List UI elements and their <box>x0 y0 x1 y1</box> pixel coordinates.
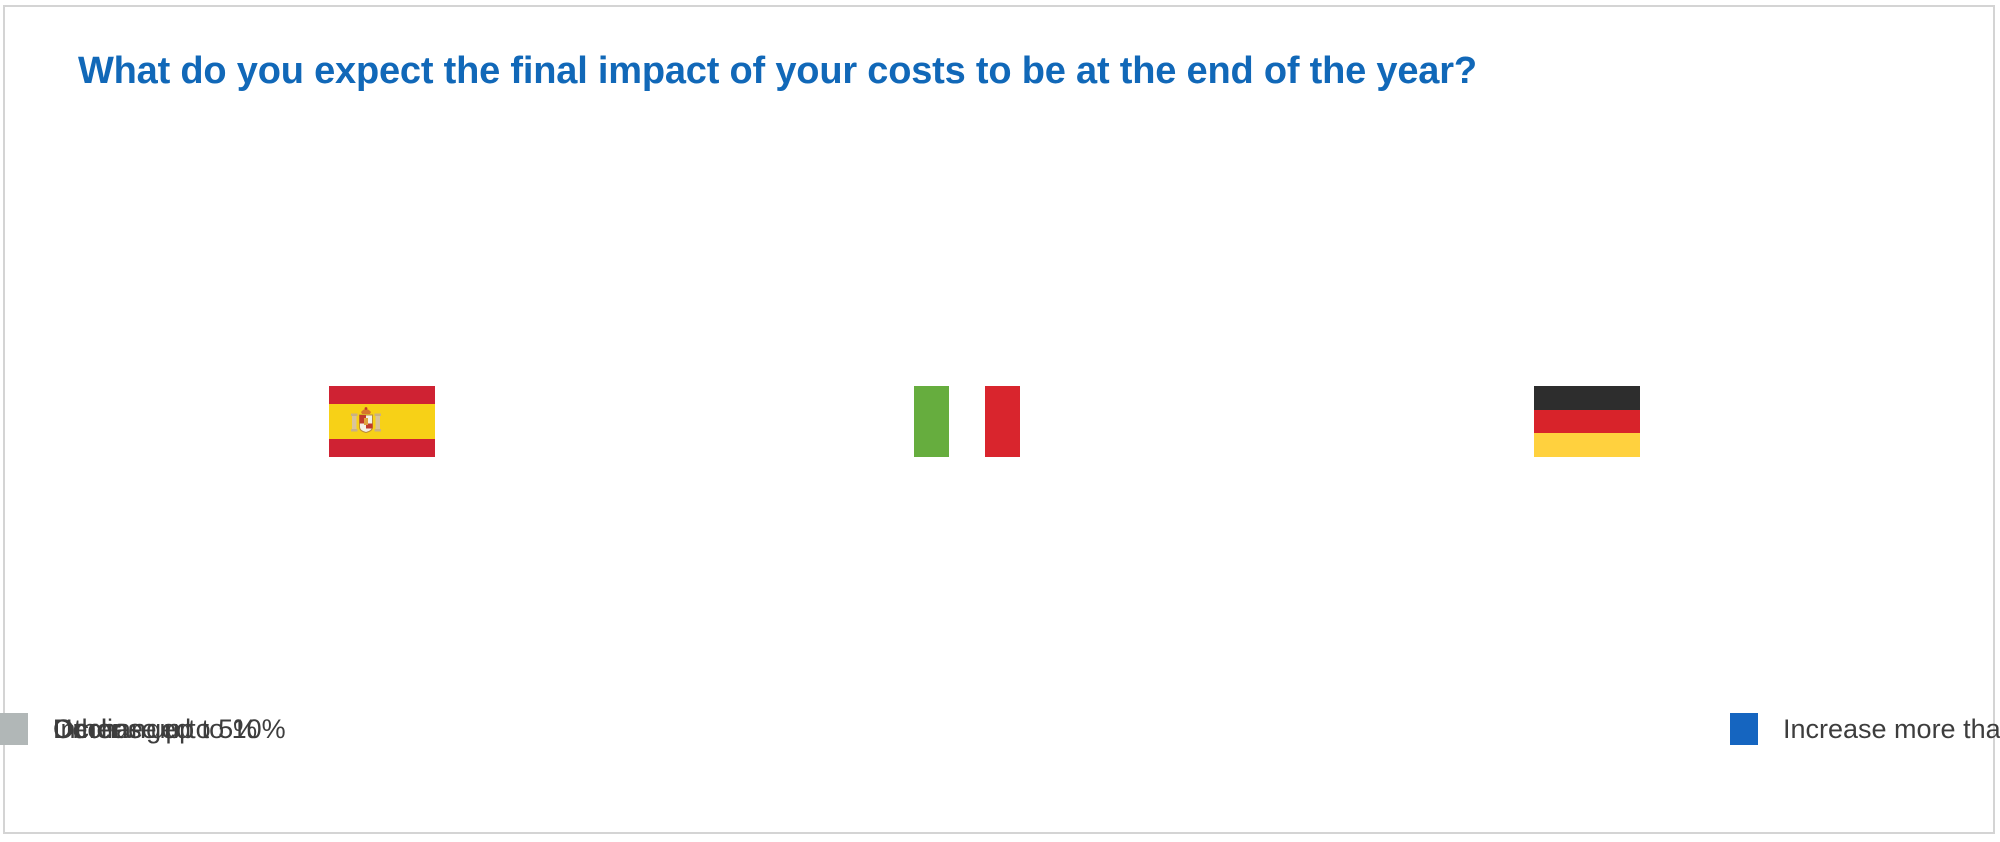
germany-flag-gold-stripe <box>1534 433 1640 457</box>
spain-flag-yellow-stripe <box>329 403 435 440</box>
spain-coat-of-arms-icon <box>351 407 381 434</box>
germany-flag-red-stripe <box>1534 409 1640 434</box>
legend-label: Other <box>53 713 121 744</box>
legend-label: Increase more than 10% <box>1783 713 2000 744</box>
italy-flag-green-stripe <box>914 386 950 457</box>
spain-flag-icon <box>329 386 435 457</box>
legend-swatch-other <box>0 713 28 745</box>
legend-label: Decline up to 5% <box>53 713 258 744</box>
italy-flag-red-stripe <box>984 386 1020 457</box>
spain-flag-red-top-stripe <box>329 386 435 404</box>
italy-flag-icon <box>914 386 1020 457</box>
germany-flag-black-stripe <box>1534 386 1640 410</box>
germany-flag-icon <box>1534 386 1640 457</box>
legend-item-other[interactable]: Other <box>0 713 121 745</box>
spain-flag-red-bottom-stripe <box>329 439 435 457</box>
legend-label: Unchanged <box>53 713 192 744</box>
legend-swatch-increase-more-than-10 <box>1730 713 1758 745</box>
legend-item-increase-more-than-10[interactable]: Increase more than 10% <box>1730 713 2000 745</box>
legend-label: Increase up to 10% <box>53 713 286 744</box>
chart-title: What do you expect the final impact of y… <box>78 50 1477 92</box>
italy-flag-white-stripe <box>949 386 985 457</box>
